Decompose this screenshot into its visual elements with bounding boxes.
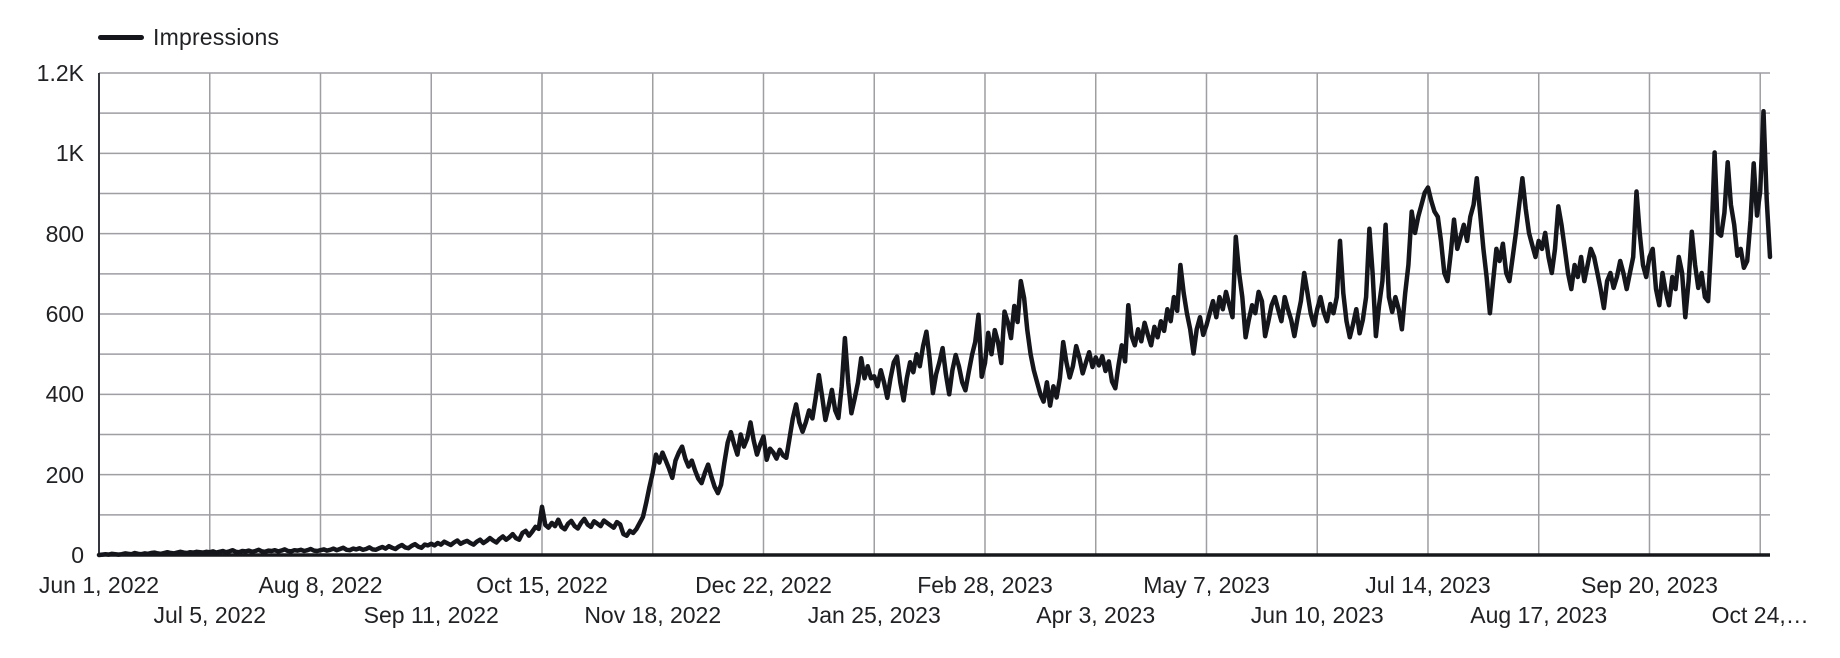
legend-label: Impressions bbox=[153, 23, 280, 50]
y-tick-label: 1K bbox=[55, 140, 84, 167]
x-tick-label: Oct 24,… bbox=[1711, 602, 1809, 628]
y-tick-label: 200 bbox=[45, 461, 84, 488]
legend[interactable]: Impressions bbox=[98, 24, 279, 50]
x-tick-label: Aug 17, 2023 bbox=[1470, 602, 1608, 628]
x-tick-label: Aug 8, 2022 bbox=[258, 572, 383, 598]
x-tick-label: Nov 18, 2022 bbox=[584, 602, 722, 628]
y-tick-label: 400 bbox=[45, 381, 84, 408]
legend-line-swatch bbox=[98, 34, 144, 40]
x-tick-label: May 7, 2023 bbox=[1143, 572, 1270, 598]
y-tick-label: 0 bbox=[71, 542, 84, 568]
x-tick-label: Oct 15, 2022 bbox=[476, 572, 608, 598]
y-tick-label: 1.2K bbox=[36, 60, 84, 86]
x-tick-label: Jun 10, 2023 bbox=[1250, 602, 1384, 628]
x-tick-label: Jul 14, 2023 bbox=[1365, 572, 1491, 598]
x-tick-label: Jun 1, 2022 bbox=[38, 572, 160, 598]
y-tick-label: 800 bbox=[45, 220, 84, 247]
x-tick-label: Feb 28, 2023 bbox=[917, 572, 1053, 598]
x-tick-label: Jul 5, 2022 bbox=[153, 602, 266, 628]
y-tick-label: 600 bbox=[45, 301, 84, 327]
x-tick-label: Dec 22, 2022 bbox=[695, 572, 832, 598]
impressions-series-line[interactable] bbox=[96, 108, 1773, 558]
x-tick-label: Apr 3, 2023 bbox=[1036, 602, 1156, 628]
x-tick-label: Jan 25, 2023 bbox=[807, 602, 941, 628]
x-tick-label: Sep 20, 2023 bbox=[1581, 572, 1718, 598]
x-tick-label: Sep 11, 2022 bbox=[363, 602, 499, 628]
